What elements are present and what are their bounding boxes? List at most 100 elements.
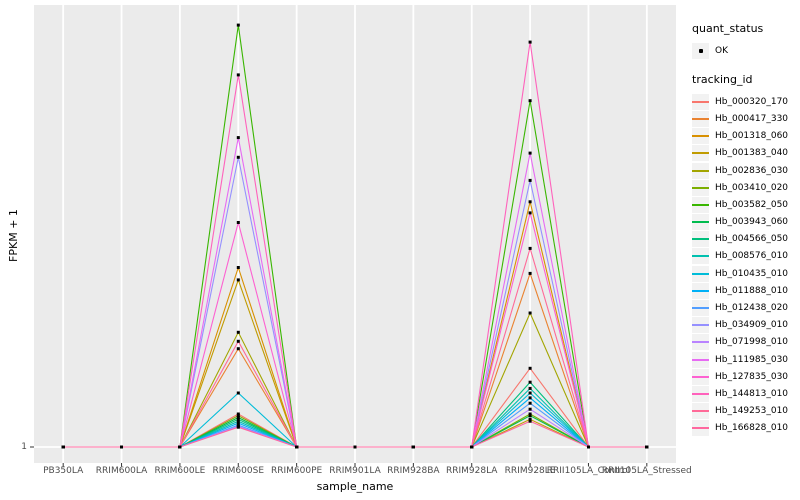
legend-item-label: Hb_071998_010: [715, 337, 789, 348]
legend-line-swatch: [692, 238, 709, 241]
legend-item: Hb_003410_020: [692, 179, 798, 196]
y-tick-label: 1: [21, 442, 27, 452]
legend-line-swatch: [692, 169, 709, 172]
data-point: [295, 445, 299, 449]
legend-item: Hb_111985_030: [692, 351, 798, 368]
data-point: [528, 311, 532, 315]
x-tick-label: RRIM600SE: [212, 466, 265, 476]
legend-key: [692, 282, 709, 299]
x-tick-label: RRIM901LA: [329, 466, 381, 476]
legend-line-swatch: [692, 324, 709, 327]
legend-line-swatch: [692, 221, 709, 224]
legend-item-label: Hb_003582_050: [715, 199, 789, 210]
legend-key: [692, 385, 709, 402]
legend-key: [692, 231, 709, 248]
data-point: [120, 445, 123, 449]
legend-item: Hb_144813_010: [692, 385, 798, 402]
point-marker-icon: [698, 48, 703, 53]
data-point: [528, 200, 532, 204]
data-point: [528, 386, 532, 390]
legend-key: [692, 351, 709, 368]
data-point: [236, 136, 240, 140]
data-point: [178, 445, 182, 449]
legend-line-swatch: [692, 135, 709, 138]
data-point: [528, 414, 532, 418]
data-point: [236, 155, 240, 159]
y-axis-title-text: FPKM + 1: [6, 208, 20, 262]
legend-item-label: Hb_002836_030: [715, 165, 789, 176]
legend-item-label: Hb_010435_010: [715, 268, 789, 279]
data-point: [528, 391, 532, 395]
legend-item: Hb_012438_020: [692, 299, 798, 317]
data-point: [587, 445, 590, 449]
legend-line-swatch: [692, 152, 709, 155]
legend-line-swatch: [692, 307, 709, 310]
legend-key: [692, 403, 709, 420]
data-point: [528, 401, 532, 405]
legend-key: [692, 420, 709, 437]
legend-item: Hb_003582_050: [692, 196, 798, 213]
legend-item-label: Hb_003943_060: [715, 217, 789, 228]
data-point: [61, 445, 65, 449]
x-tick-label: RRIM928LE: [504, 466, 556, 476]
data-point: [411, 445, 415, 449]
legend-key: [692, 368, 709, 385]
x-tick-label: RRIM600LE: [154, 466, 206, 476]
data-point: [528, 380, 532, 384]
legend-item-label: Hb_012438_020: [715, 303, 789, 314]
legend-title-quant-status: quant_status: [692, 22, 764, 35]
legend-key: [692, 196, 709, 213]
x-tick-label: RRII105LA_Stressed: [601, 466, 692, 476]
data-point: [236, 73, 240, 77]
legend-key: [692, 317, 709, 334]
legend-line-swatch: [692, 255, 709, 258]
x-tick-label: RRIM600PE: [271, 466, 323, 476]
data-point: [236, 414, 240, 418]
x-tick-label: PB350LA: [43, 466, 84, 476]
data-point: [528, 271, 532, 275]
x-tick-label: RRIM600LA: [95, 466, 148, 476]
legend-item: Hb_000417_330: [692, 110, 798, 127]
data-point: [236, 419, 240, 423]
data-point: [528, 211, 532, 215]
legend-item: Hb_002836_030: [692, 162, 798, 179]
data-point: [236, 347, 240, 351]
data-point: [528, 99, 532, 103]
legend-item: Hb_010435_010: [692, 265, 798, 282]
legend-item-label: Hb_127835_030: [715, 371, 789, 382]
data-point: [528, 407, 532, 411]
legend-key: [692, 145, 709, 162]
legend-item-label: Hb_149253_010: [715, 406, 789, 417]
y-axis-title: FPKM + 1: [0, 110, 26, 360]
legend-key: [692, 265, 709, 282]
legend-item: Hb_000320_170: [692, 93, 798, 110]
legend-item: Hb_001383_040: [692, 145, 798, 162]
data-point: [236, 266, 240, 269]
legend-key: [692, 93, 709, 110]
legend-item-label: Hb_003410_020: [715, 182, 789, 193]
legend-line-swatch: [692, 375, 709, 378]
legend-key: [692, 162, 709, 179]
data-point: [236, 221, 240, 224]
data-point: [236, 417, 240, 421]
legend-item: Hb_071998_010: [692, 334, 798, 351]
quant-status-key: [692, 42, 709, 59]
legend-line-swatch: [692, 100, 709, 103]
data-point: [528, 419, 532, 423]
legend-item-label: Hb_011888_010: [715, 285, 789, 296]
data-point: [528, 366, 532, 370]
data-point: [236, 339, 240, 343]
legend-key: [692, 300, 709, 317]
legend-item: Hb_166828_010: [692, 420, 798, 437]
legend-line-swatch: [692, 289, 709, 292]
legend-item-label: Hb_008576_010: [715, 251, 789, 262]
quant-status-label: OK: [715, 45, 728, 56]
legend-item-label: Hb_000417_330: [715, 113, 789, 124]
legend-item: Hb_127835_030: [692, 368, 798, 385]
data-point: [645, 445, 649, 449]
data-point: [528, 151, 532, 155]
x-tick-label: RRII105LA_Control: [546, 466, 631, 476]
data-point: [528, 178, 532, 182]
legend-item-label: Hb_000320_170: [715, 96, 789, 107]
